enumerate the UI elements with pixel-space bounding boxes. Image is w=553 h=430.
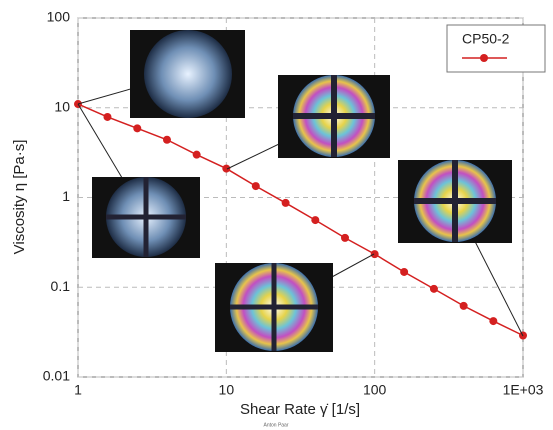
x-tick-label: 100 [363, 382, 387, 398]
micrograph [92, 177, 200, 258]
data-point [282, 199, 290, 207]
y-tick-label: 0.01 [43, 368, 70, 384]
y-tick-label: 10 [54, 98, 70, 114]
legend-label: CP50-2 [462, 31, 510, 47]
y-axis-title: Viscosity η [Pa·s] [11, 140, 28, 255]
data-point [430, 285, 438, 293]
data-point [371, 250, 379, 258]
x-tick-label: 10 [219, 382, 235, 398]
data-point [163, 136, 171, 144]
micrograph [130, 30, 245, 118]
data-point [193, 151, 201, 159]
data-point [400, 268, 408, 276]
x-tick-label: 1E+03 [503, 382, 544, 398]
micrograph [278, 75, 390, 158]
data-point [252, 182, 260, 190]
x-axis-title: Shear Rate γ̇ [1/s] [240, 401, 360, 418]
data-point [222, 165, 230, 173]
micrograph [398, 160, 512, 243]
y-tick-label: 1 [62, 188, 70, 204]
data-point [133, 124, 141, 132]
micrograph [215, 263, 333, 352]
data-point [341, 234, 349, 242]
y-tick-label: 0.1 [51, 278, 71, 294]
data-point [460, 302, 468, 310]
chart: 0.01 0.1 1 10 100 1 10 100 1E+03 [0, 0, 553, 430]
y-tick-label: 100 [47, 9, 71, 25]
watermark: Anton Paar [263, 422, 288, 428]
data-point [103, 113, 111, 121]
legend-marker [480, 54, 488, 62]
x-tick-label: 1 [74, 382, 82, 398]
data-point [311, 216, 319, 224]
data-point [489, 317, 497, 325]
